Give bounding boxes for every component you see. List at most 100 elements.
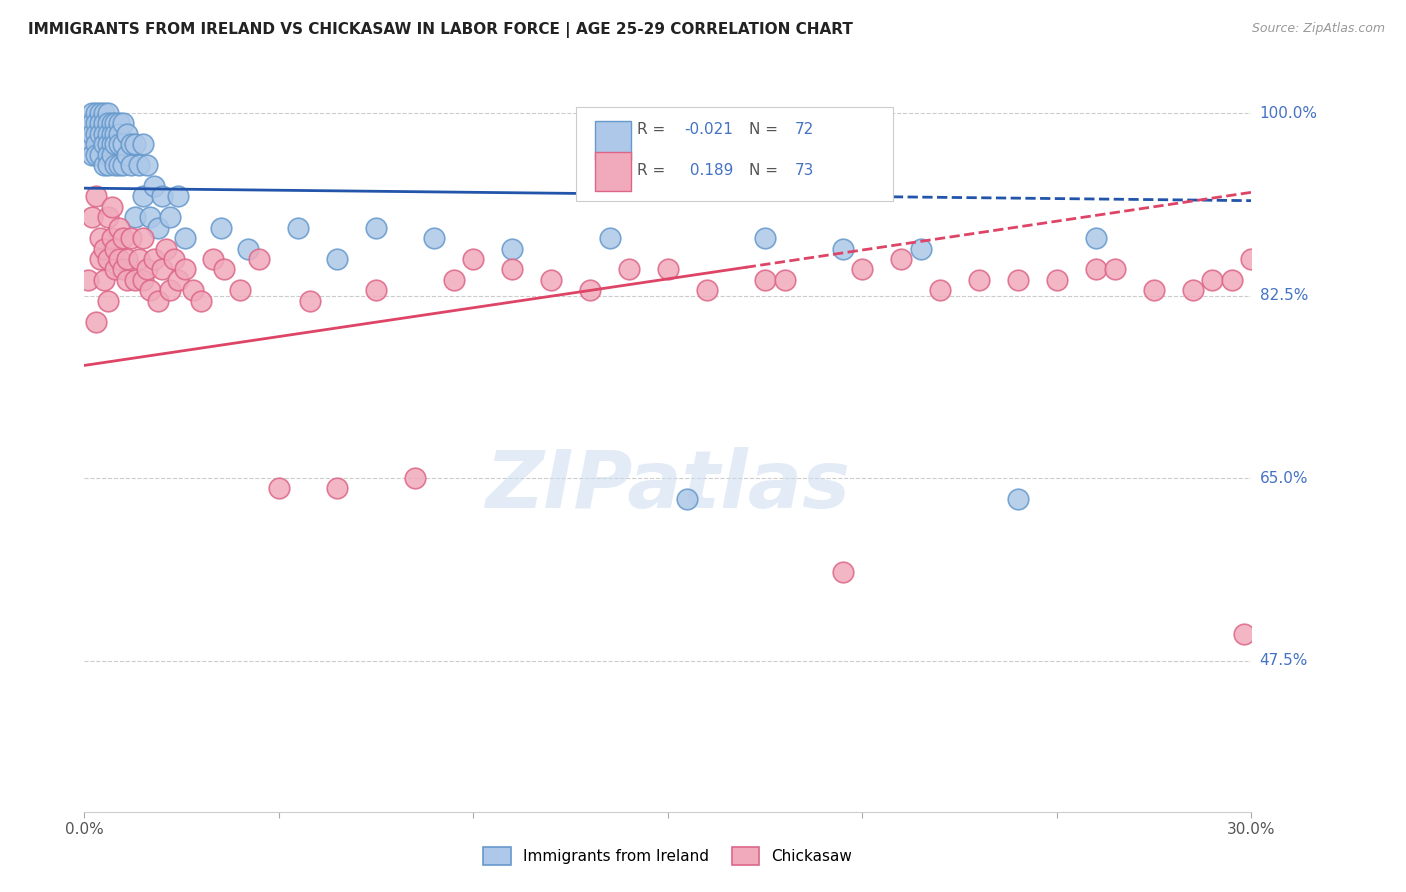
Text: 47.5%: 47.5% xyxy=(1260,653,1308,668)
Point xyxy=(599,231,621,245)
Point xyxy=(155,242,177,256)
Point xyxy=(89,127,111,141)
Point xyxy=(89,231,111,245)
Point xyxy=(1104,262,1126,277)
Point xyxy=(108,252,131,266)
Point xyxy=(77,273,100,287)
Point xyxy=(754,231,776,245)
Point xyxy=(104,137,127,152)
Point xyxy=(174,262,197,277)
Point xyxy=(676,491,699,506)
Point xyxy=(1240,252,1263,266)
Point xyxy=(229,283,252,297)
Point xyxy=(120,158,142,172)
Text: R =: R = xyxy=(637,122,671,137)
Point xyxy=(423,231,446,245)
Point xyxy=(104,116,127,130)
Point xyxy=(135,158,157,172)
Point xyxy=(287,220,309,235)
Point xyxy=(124,211,146,225)
Point xyxy=(84,315,107,329)
Point xyxy=(890,252,912,266)
Point xyxy=(93,116,115,130)
Point xyxy=(93,242,115,256)
Text: -0.021: -0.021 xyxy=(685,122,734,137)
Point xyxy=(124,137,146,152)
Text: 82.5%: 82.5% xyxy=(1260,288,1308,303)
Point xyxy=(82,127,104,141)
Point xyxy=(132,189,155,203)
Point xyxy=(249,252,271,266)
Point xyxy=(89,252,111,266)
Point xyxy=(148,220,170,235)
Point xyxy=(132,137,155,152)
Point xyxy=(326,482,349,496)
Point xyxy=(1143,283,1166,297)
Point xyxy=(89,106,111,120)
Point xyxy=(139,283,162,297)
Legend: Immigrants from Ireland, Chickasaw: Immigrants from Ireland, Chickasaw xyxy=(477,841,859,871)
Point xyxy=(236,242,259,256)
Text: 65.0%: 65.0% xyxy=(1260,471,1308,485)
Point xyxy=(143,179,166,194)
Point xyxy=(89,116,111,130)
Point xyxy=(773,273,796,287)
Point xyxy=(104,262,127,277)
Point xyxy=(150,262,173,277)
Point xyxy=(115,273,138,287)
Point xyxy=(166,189,188,203)
Point xyxy=(100,116,122,130)
Point xyxy=(404,471,426,485)
Point xyxy=(115,252,138,266)
Point xyxy=(108,158,131,172)
Point xyxy=(100,148,122,162)
Point xyxy=(84,137,107,152)
Point xyxy=(967,273,990,287)
Text: 0.189: 0.189 xyxy=(685,162,733,178)
Point xyxy=(696,283,718,297)
Point xyxy=(89,148,111,162)
Point xyxy=(143,252,166,266)
Point xyxy=(929,283,952,297)
Point xyxy=(657,262,679,277)
Point xyxy=(617,262,640,277)
Point xyxy=(132,273,155,287)
Point xyxy=(159,283,181,297)
Point xyxy=(97,137,120,152)
Point xyxy=(112,231,135,245)
Point xyxy=(501,262,523,277)
Text: R =: R = xyxy=(637,162,675,178)
Point xyxy=(366,283,388,297)
Point xyxy=(104,242,127,256)
Point xyxy=(93,127,115,141)
Point xyxy=(132,231,155,245)
Point xyxy=(77,116,100,130)
Point xyxy=(1232,627,1254,641)
Point xyxy=(97,148,120,162)
Point xyxy=(108,137,131,152)
Point xyxy=(100,231,122,245)
Point xyxy=(104,158,127,172)
Point xyxy=(120,231,142,245)
Point xyxy=(163,252,186,266)
Point xyxy=(214,262,236,277)
Point xyxy=(112,262,135,277)
Point xyxy=(93,106,115,120)
Point xyxy=(108,116,131,130)
Point xyxy=(93,137,115,152)
Point xyxy=(209,220,232,235)
Point xyxy=(100,127,122,141)
Point xyxy=(501,242,523,256)
Point xyxy=(97,127,120,141)
Point xyxy=(1220,273,1243,287)
Point xyxy=(1181,283,1204,297)
Point xyxy=(851,262,873,277)
Point xyxy=(1084,231,1107,245)
Point xyxy=(201,252,224,266)
Point xyxy=(298,293,321,308)
Text: N =: N = xyxy=(749,122,783,137)
Point xyxy=(84,148,107,162)
Point xyxy=(135,262,157,277)
Text: 100.0%: 100.0% xyxy=(1260,105,1317,120)
Point xyxy=(100,200,122,214)
